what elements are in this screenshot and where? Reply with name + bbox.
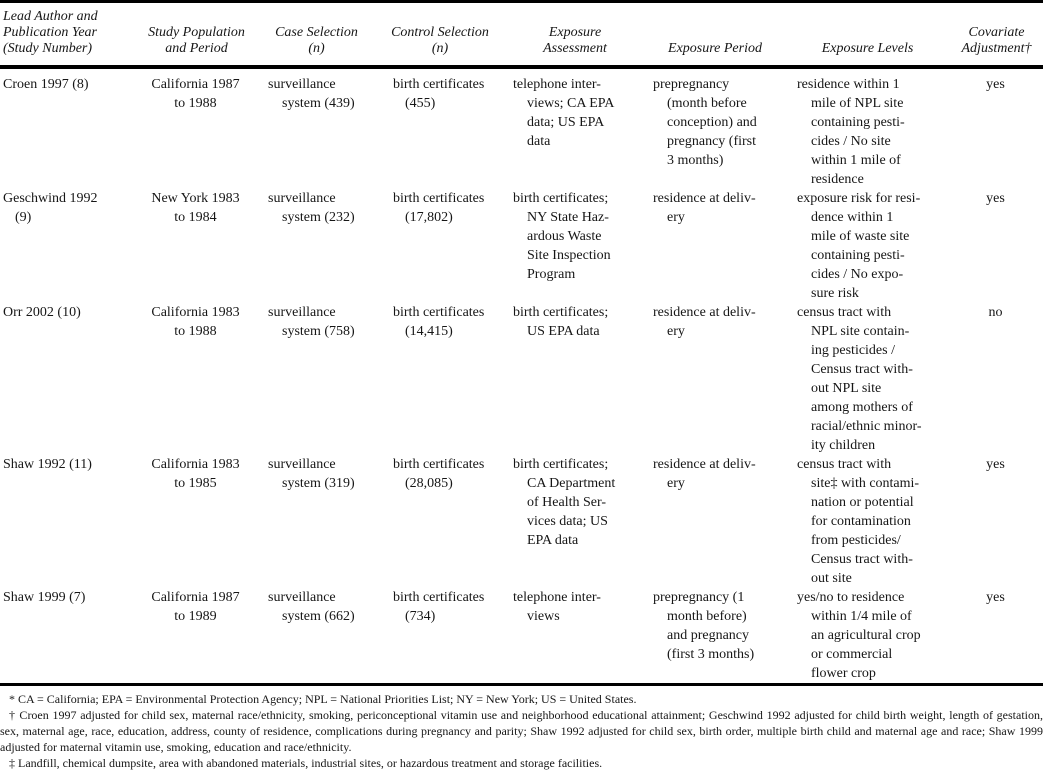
cell-exposure-levels: census tract with NPL site contain- ing …	[797, 305, 922, 453]
table-row-shaw-1999: Shaw 1999 (7) California 1987 to 1989 su…	[0, 588, 1043, 685]
footnote-abbreviations: * CA = California; EPA = Environmental P…	[9, 692, 637, 706]
cell-case-selection: surveillance system (758)	[268, 305, 355, 339]
cell-exposure-assessment: telephone inter- views	[513, 590, 601, 624]
cell-control-selection: birth certificates (734)	[393, 590, 485, 624]
cell-case-selection: surveillance system (319)	[268, 457, 355, 491]
cell-study-population: California 1987 to 1989	[151, 590, 240, 624]
cell-lead-author: Orr 2002 (10)	[3, 305, 81, 320]
column-header-case-selection: Case Selection (n)	[258, 1, 375, 69]
cell-covariate-adjustment: no	[988, 305, 1003, 320]
cell-exposure-period: prepregnancy (1 month before) and pregna…	[653, 590, 755, 662]
table-row-croen-1997: Croen 1997 (8) California 1987 to 1988 s…	[0, 67, 1043, 189]
cell-exposure-period: residence at deliv- ery	[653, 305, 756, 339]
cell-control-selection: birth certificates (455)	[393, 77, 485, 111]
cell-covariate-adjustment: yes	[986, 77, 1005, 92]
cell-exposure-period: residence at deliv- ery	[653, 457, 756, 491]
cell-control-selection: birth certificates (28,085)	[393, 457, 485, 491]
cell-case-selection: surveillance system (662)	[268, 590, 355, 624]
cell-study-population: New York 1983 to 1984	[151, 191, 240, 225]
column-header-lead-author: Lead Author and Publication Year (Study …	[0, 1, 135, 69]
table-footnotes: * CA = California; EPA = Environmental P…	[0, 691, 1043, 771]
cell-covariate-adjustment: yes	[986, 590, 1005, 605]
cell-exposure-period: prepregnancy (month before conception) a…	[653, 77, 757, 168]
footnote-covariate-adjustment: † Croen 1997 adjusted for child sex, mat…	[0, 708, 1043, 754]
cell-exposure-levels: yes/no to residence within 1/4 mile of a…	[797, 590, 921, 681]
cell-control-selection: birth certificates (14,415)	[393, 305, 485, 339]
column-header-covariate-adjustment: Covariate Adjustment†	[950, 1, 1043, 69]
study-characteristics-table: Lead Author and Publication Year (Study …	[0, 0, 1043, 686]
cell-lead-author: Shaw 1999 (7)	[3, 590, 86, 605]
cell-exposure-period: residence at deliv- ery	[653, 191, 756, 225]
column-header-study-population: Study Population and Period	[135, 1, 258, 69]
cell-exposure-assessment: birth certificates; NY State Haz- ardous…	[513, 191, 611, 282]
table-row-geschwind-1992: Geschwind 1992 (9) New York 1983 to 1984…	[0, 189, 1043, 303]
column-header-exposure-assessment: Exposure Assessment	[505, 1, 645, 69]
cell-control-selection: birth certificates (17,802)	[393, 191, 485, 225]
cell-exposure-assessment: telephone inter- views; CA EPA data; US …	[513, 77, 615, 149]
column-header-exposure-period: Exposure Period	[645, 1, 785, 69]
cell-study-population: California 1983 to 1988	[151, 305, 240, 339]
cell-study-population: California 1983 to 1985	[151, 457, 240, 491]
column-header-exposure-levels: Exposure Levels	[785, 1, 950, 69]
cell-covariate-adjustment: yes	[986, 457, 1005, 472]
cell-lead-author: Croen 1997 (8)	[3, 77, 89, 92]
footnote-site-definition: ‡ Landfill, chemical dumpsite, area with…	[9, 756, 603, 770]
cell-case-selection: surveillance system (439)	[268, 77, 355, 111]
table-row-shaw-1992: Shaw 1992 (11) California 1983 to 1985 s…	[0, 455, 1043, 588]
cell-exposure-assessment: birth certificates; CA Department of Hea…	[513, 457, 616, 548]
cell-exposure-assessment: birth certificates; US EPA data	[513, 305, 609, 339]
cell-exposure-levels: census tract with site‡ with contami- na…	[797, 457, 920, 586]
cell-exposure-levels: exposure risk for resi- dence within 1 m…	[797, 191, 921, 301]
table-row-orr-2002: Orr 2002 (10) California 1983 to 1988 su…	[0, 303, 1043, 455]
column-header-control-selection: Control Selection (n)	[375, 1, 505, 69]
table-body: Croen 1997 (8) California 1987 to 1988 s…	[0, 67, 1043, 685]
cell-case-selection: surveillance system (232)	[268, 191, 355, 225]
cell-lead-author: Geschwind 1992 (9)	[3, 191, 98, 225]
cell-exposure-levels: residence within 1 mile of NPL site cont…	[797, 77, 905, 187]
table-header: Lead Author and Publication Year (Study …	[0, 1, 1043, 69]
cell-lead-author: Shaw 1992 (11)	[3, 457, 92, 472]
header-row: Lead Author and Publication Year (Study …	[0, 1, 1043, 69]
cell-study-population: California 1987 to 1988	[151, 77, 240, 111]
cell-covariate-adjustment: yes	[986, 191, 1005, 206]
